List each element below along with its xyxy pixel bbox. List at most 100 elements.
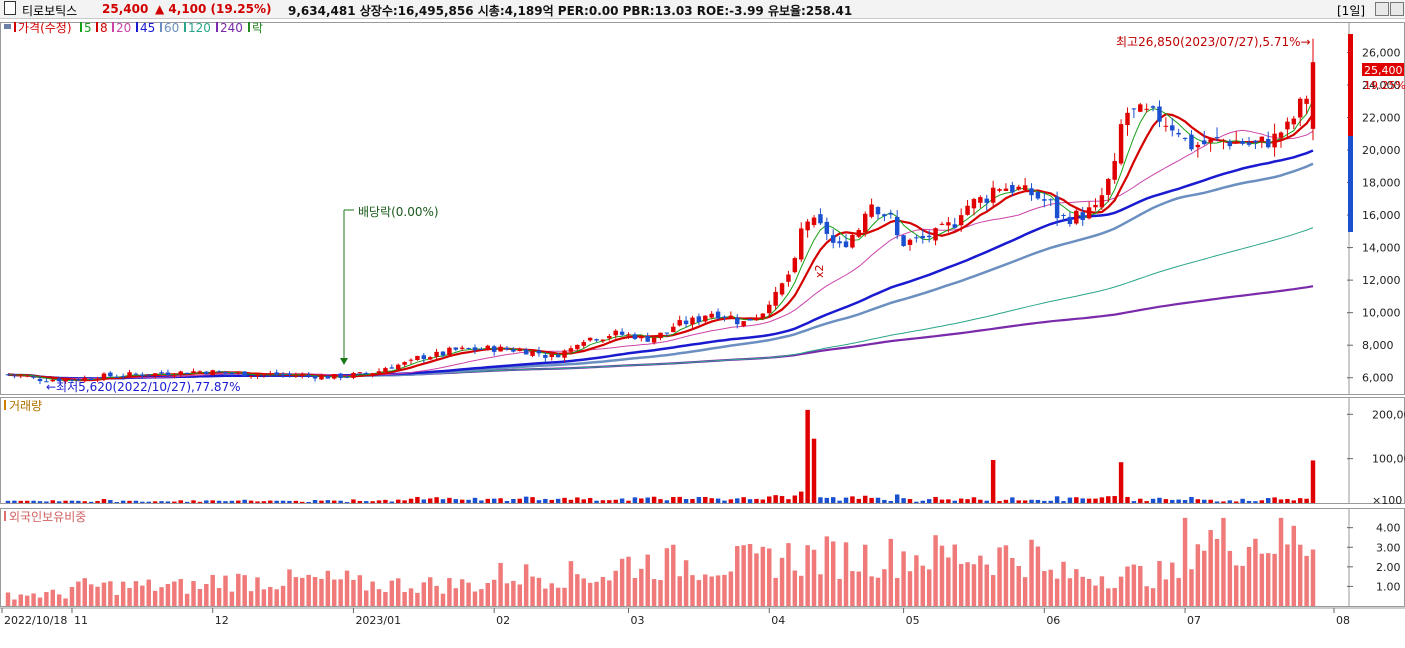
foreign-bar	[184, 593, 190, 606]
volume-bar	[1176, 499, 1181, 503]
candle-body	[715, 311, 721, 319]
candle-body	[1042, 199, 1047, 201]
volume-bar	[1189, 496, 1194, 503]
foreign-bar	[786, 543, 791, 606]
volume-bar	[1208, 499, 1213, 503]
foreign-bar	[1221, 517, 1226, 606]
volume-legend-marker	[4, 400, 6, 410]
candle-body	[421, 355, 427, 360]
foreign-bar	[939, 545, 945, 606]
candle-body	[926, 235, 932, 238]
foreign-bar	[722, 574, 727, 606]
candle-body	[1176, 132, 1181, 135]
legend-marker	[14, 22, 16, 32]
period-selector[interactable]: [1일]	[1337, 4, 1366, 18]
candle-body	[306, 374, 311, 376]
candle-body	[255, 374, 260, 377]
ma-20-line	[7, 129, 1314, 380]
foreign-bar	[319, 578, 324, 606]
candle-body	[56, 378, 62, 382]
volume-bar	[517, 498, 522, 503]
candle-body	[811, 217, 817, 226]
volume-bar	[1157, 497, 1162, 503]
foreign-bar	[543, 588, 548, 606]
candle-body	[1003, 188, 1009, 191]
volume-bar	[690, 498, 695, 503]
foreign-bar	[1118, 576, 1124, 606]
volume-bar	[1125, 496, 1130, 503]
candle-body	[5, 374, 11, 376]
foreign-bar	[485, 583, 491, 606]
foreign-bar	[1246, 546, 1252, 606]
foreign-bar	[914, 555, 919, 606]
volume-bar	[498, 498, 503, 503]
candle-body	[146, 374, 151, 376]
foreign-bar	[1227, 550, 1233, 606]
candle-body	[907, 239, 913, 245]
restore-button[interactable]	[1375, 2, 1389, 16]
volume-bar	[210, 500, 215, 503]
close-button[interactable]	[1390, 2, 1404, 16]
candle-body	[12, 374, 17, 376]
candle-body	[152, 373, 158, 376]
candle-body	[332, 374, 337, 379]
candle-body	[274, 372, 279, 375]
candle-body	[862, 213, 868, 233]
volume-bar	[82, 501, 87, 503]
foreign-bar	[12, 599, 17, 606]
foreign-bar	[875, 577, 881, 606]
candle-body	[1265, 138, 1271, 148]
price-panel	[0, 22, 1405, 395]
volume-bar	[127, 500, 132, 503]
foreign-bar	[549, 583, 554, 606]
volume-legend: 거래량	[9, 399, 42, 413]
candle-body	[786, 274, 791, 282]
foreign-bar	[1080, 576, 1085, 606]
candle-body	[472, 347, 478, 351]
candle-body	[312, 376, 318, 379]
candle-body	[747, 318, 753, 321]
volume-bar	[984, 500, 989, 503]
candle-body	[1170, 125, 1175, 131]
volume-bar	[767, 496, 772, 503]
foreign-bar	[1022, 577, 1028, 606]
foreign-bar	[268, 586, 273, 606]
volume-bar	[575, 497, 580, 503]
candle-body	[543, 354, 548, 358]
volume-bar	[901, 498, 906, 503]
candle-body	[735, 317, 740, 325]
volume-bar	[1131, 501, 1137, 503]
foreign-bar	[1112, 587, 1117, 606]
foreign-y-tick-label: 2.00	[1376, 561, 1401, 574]
candle-body	[172, 375, 177, 377]
candle-body	[754, 317, 759, 321]
volume-bar	[216, 500, 222, 503]
candle-body	[402, 362, 407, 365]
volume-bar	[914, 501, 919, 503]
candle-body	[293, 375, 299, 377]
price-change: ▲ 4,100 (19.25%)	[155, 2, 272, 16]
stock-stats: 9,634,481 상장수:16,495,856 시총:4,189억 PER:0…	[288, 4, 853, 18]
foreign-bar	[120, 581, 126, 606]
foreign-bar	[1170, 562, 1175, 606]
candle-body	[69, 379, 75, 381]
foreign-bar	[178, 579, 183, 606]
foreign-bar	[664, 548, 670, 606]
foreign-bar	[735, 546, 740, 606]
volume-bar	[1099, 497, 1105, 503]
volume-bar	[581, 499, 586, 503]
foreign-bar	[216, 588, 222, 606]
volume-bar	[555, 498, 561, 503]
volume-bar	[1221, 501, 1226, 503]
foreign-bar	[1214, 538, 1220, 606]
volume-bar	[12, 500, 17, 503]
foreign-bar	[459, 579, 465, 606]
volume-bar	[76, 500, 81, 503]
foreign-bar	[5, 592, 11, 606]
volume-bar	[1195, 499, 1201, 503]
foreign-bar	[811, 549, 817, 606]
foreign-bar	[862, 544, 868, 606]
stock-chart[interactable]: 26,000 24,000 22,000 20,000 18,000 16,000 14,0…	[0, 18, 1405, 648]
candle-body	[523, 349, 529, 355]
foreign-bar	[165, 583, 171, 606]
